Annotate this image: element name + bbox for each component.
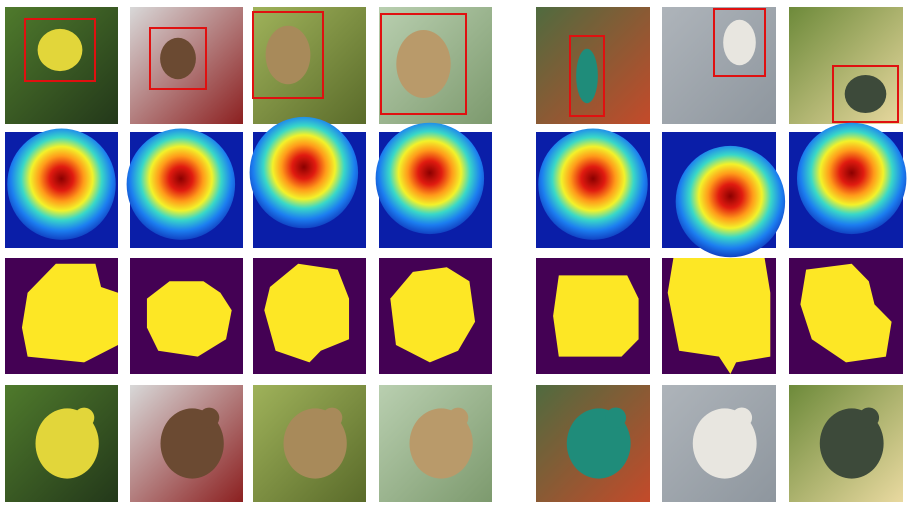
bird [37, 28, 83, 72]
bird-head [198, 407, 220, 428]
bird [265, 25, 311, 85]
bounding-box [252, 11, 324, 99]
bird-head [447, 407, 469, 428]
heatmap [7, 128, 116, 240]
mask [553, 275, 639, 357]
bird [396, 30, 451, 98]
heatmap [249, 116, 359, 229]
mask [21, 263, 119, 363]
bird [844, 74, 887, 114]
heatmap [796, 122, 907, 235]
bounding-box [713, 8, 766, 77]
bird-head [731, 407, 753, 429]
bird-head [605, 407, 627, 429]
heatmap [675, 145, 786, 258]
bird-head [321, 407, 343, 428]
bounding-box [832, 65, 899, 123]
bounding-box [380, 13, 467, 115]
bird-head [858, 407, 880, 429]
photo [662, 7, 776, 124]
heatmap [375, 122, 485, 235]
heatmap [126, 128, 236, 240]
bird [723, 19, 756, 66]
bounding-box [149, 27, 207, 90]
mask [146, 281, 232, 357]
bounding-box [24, 18, 96, 82]
mask [264, 263, 350, 363]
mask [800, 263, 892, 363]
bird-head [73, 407, 95, 428]
bird [576, 48, 598, 104]
bird [160, 37, 196, 80]
mask [667, 258, 771, 374]
heatmap [538, 128, 648, 240]
bounding-box [569, 35, 605, 117]
mask [390, 267, 476, 363]
